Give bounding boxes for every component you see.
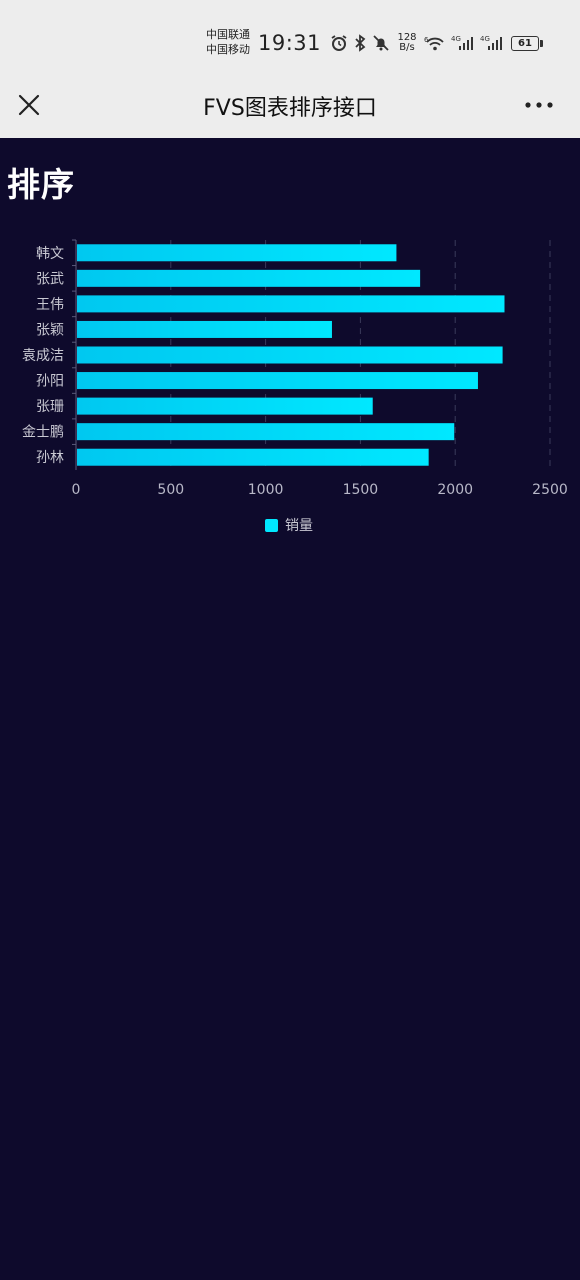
chart-legend[interactable]: 销量 bbox=[265, 515, 313, 535]
category-label: 张珊 bbox=[36, 399, 64, 415]
x-tick-label: 1500 bbox=[343, 482, 379, 498]
signal-2-icon: 4G bbox=[480, 34, 504, 52]
legend-swatch bbox=[265, 518, 278, 532]
close-button[interactable] bbox=[16, 92, 42, 118]
signal-1-label: 4G bbox=[451, 35, 461, 43]
signal-2-label: 4G bbox=[480, 35, 490, 43]
bar-王伟[interactable] bbox=[77, 295, 505, 313]
category-label: 张武 bbox=[36, 271, 64, 287]
carrier-1: 中国联通 bbox=[206, 28, 250, 41]
legend-label: 销量 bbox=[285, 518, 313, 534]
bar-张武[interactable] bbox=[77, 269, 421, 287]
carrier-2: 中国移动 bbox=[206, 43, 250, 56]
battery-indicator: 61 bbox=[511, 35, 543, 51]
chart-bars bbox=[77, 244, 505, 466]
status-icons: 128 B/s 6 4G 4G 61 bbox=[330, 32, 543, 54]
more-dots-icon bbox=[525, 102, 553, 108]
bar-张珊[interactable] bbox=[77, 397, 373, 415]
bar-韩文[interactable] bbox=[77, 244, 397, 262]
title-bar: FVS图表排序接口 bbox=[0, 74, 580, 138]
signal-1-icon: 4G bbox=[451, 34, 475, 52]
category-label: 金士鹏 bbox=[22, 425, 64, 441]
category-label: 韩文 bbox=[36, 246, 64, 262]
bar-孙林[interactable] bbox=[77, 448, 429, 466]
bluetooth-icon bbox=[353, 34, 367, 52]
more-options-button[interactable] bbox=[524, 94, 556, 116]
net-speed-unit: B/s bbox=[399, 42, 415, 53]
category-label: 张颖 bbox=[36, 322, 64, 338]
net-speed: 128 B/s bbox=[395, 33, 419, 53]
net-speed-value: 128 bbox=[397, 32, 417, 43]
bar-袁成洁[interactable] bbox=[77, 346, 503, 364]
close-icon bbox=[18, 94, 40, 116]
content-heading: 排序 bbox=[7, 165, 75, 204]
x-tick-label: 500 bbox=[157, 482, 184, 498]
wifi-icon: 6 bbox=[424, 34, 446, 52]
status-bar: 中国联通 中国移动 19:31 128 B/s 6 4G 4G 61 bbox=[0, 0, 580, 74]
category-label: 孙林 bbox=[36, 450, 64, 466]
bar-金士鹏[interactable] bbox=[77, 423, 455, 441]
x-tick-label: 2500 bbox=[532, 482, 568, 498]
wifi-label: 6 bbox=[424, 36, 429, 44]
x-tick-label: 2000 bbox=[437, 482, 473, 498]
category-label: 袁成洁 bbox=[22, 348, 64, 364]
x-tick-label: 0 bbox=[72, 482, 81, 498]
bar-孙阳[interactable] bbox=[77, 372, 478, 390]
chart-x-tick-labels: 0 500 1000 1500 2000 2500 bbox=[72, 482, 568, 498]
category-label: 王伟 bbox=[36, 297, 64, 313]
clock: 19:31 bbox=[258, 31, 322, 55]
x-tick-label: 1000 bbox=[248, 482, 284, 498]
page-title: FVS图表排序接口 bbox=[203, 96, 377, 121]
carrier-info: 中国联通 中国移动 bbox=[206, 27, 250, 57]
category-label: 孙阳 bbox=[36, 374, 64, 390]
bar-张颖[interactable] bbox=[77, 320, 332, 338]
alarm-icon bbox=[330, 34, 348, 52]
mute-bell-icon bbox=[372, 34, 390, 52]
